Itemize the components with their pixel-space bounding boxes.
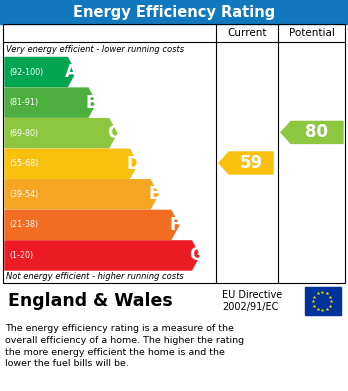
Text: A: A (65, 63, 78, 81)
Text: Very energy efficient - lower running costs: Very energy efficient - lower running co… (6, 45, 184, 54)
Text: G: G (189, 246, 203, 264)
Polygon shape (5, 210, 179, 239)
Text: Potential: Potential (288, 28, 334, 38)
Text: (1-20): (1-20) (9, 251, 33, 260)
Text: 59: 59 (239, 154, 262, 172)
Text: C: C (106, 124, 119, 142)
Text: (55-68): (55-68) (9, 159, 38, 168)
Text: The energy efficiency rating is a measure of the
overall efficiency of a home. T: The energy efficiency rating is a measur… (5, 324, 244, 368)
Polygon shape (281, 122, 343, 143)
Text: Not energy efficient - higher running costs: Not energy efficient - higher running co… (6, 272, 184, 281)
Polygon shape (5, 88, 96, 117)
Polygon shape (5, 149, 137, 178)
Bar (3, 24, 345, 283)
Polygon shape (5, 57, 76, 86)
Text: (39-54): (39-54) (9, 190, 38, 199)
Text: 80: 80 (306, 124, 329, 142)
Text: (21-38): (21-38) (9, 221, 38, 230)
Bar (0, 319, 348, 391)
Text: E: E (149, 185, 160, 203)
Polygon shape (5, 180, 158, 209)
Text: Current: Current (227, 28, 267, 38)
Bar (3, 283, 345, 319)
Text: (81-91): (81-91) (9, 98, 38, 107)
Text: EU Directive
2002/91/EC: EU Directive 2002/91/EC (222, 290, 282, 312)
Text: B: B (86, 93, 98, 111)
Bar (305, 287, 341, 315)
Bar (0, 0, 348, 24)
Polygon shape (5, 241, 200, 270)
Text: (69-80): (69-80) (9, 129, 38, 138)
Text: F: F (169, 216, 181, 234)
Polygon shape (219, 152, 273, 174)
Text: Energy Efficiency Rating: Energy Efficiency Rating (73, 5, 275, 20)
Polygon shape (5, 118, 117, 148)
Text: (92-100): (92-100) (9, 68, 43, 77)
Text: D: D (127, 155, 140, 173)
Text: England & Wales: England & Wales (8, 292, 173, 310)
